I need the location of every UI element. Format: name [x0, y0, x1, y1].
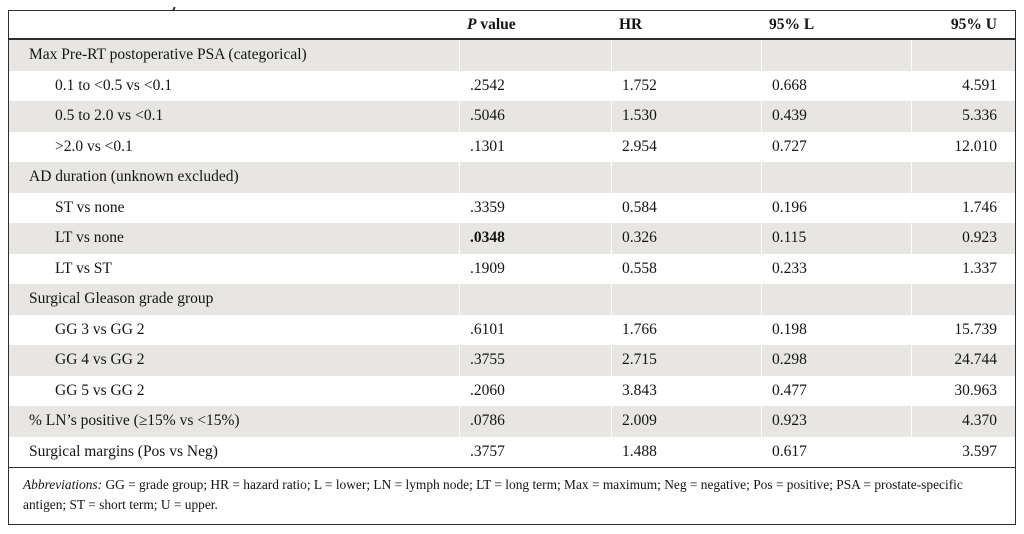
table-row: 0.5 to 2.0 vs <0.1 .5046 1.530 0.439 5.3… [9, 101, 1015, 132]
cell-95-upper: 24.744 [911, 345, 1015, 376]
cell-95-upper: 15.739 [911, 314, 1015, 345]
table-body: Max Pre-RT postoperative PSA (categorica… [9, 40, 1015, 467]
cell-hr [611, 40, 761, 71]
cell-p-value: .1301 [459, 131, 611, 162]
cell-95-lower: 0.923 [761, 406, 911, 437]
cell-hr: 3.843 [611, 375, 761, 406]
table-row: ST vs none .3359 0.584 0.196 1.746 [9, 192, 1015, 223]
cell-95-lower: 0.198 [761, 314, 911, 345]
cell-95-upper: 5.336 [911, 101, 1015, 132]
table-row: LT vs ST .1909 0.558 0.233 1.337 [9, 253, 1015, 284]
cell-95-upper: 12.010 [911, 131, 1015, 162]
cell-hr: 0.584 [611, 192, 761, 223]
cell-95-lower [761, 40, 911, 71]
row-label: GG 5 vs GG 2 [55, 381, 145, 399]
table-row: GG 5 vs GG 2 .2060 3.843 0.477 30.963 [9, 375, 1015, 406]
table-row: GG 3 vs GG 2 .6101 1.766 0.198 15.739 [9, 314, 1015, 345]
cell-p-value [459, 40, 611, 71]
cell-hr: 1.488 [611, 436, 761, 467]
cell-95-lower [761, 284, 911, 315]
row-label: 0.5 to 2.0 vs <0.1 [55, 107, 164, 125]
row-label: LT vs ST [55, 259, 112, 277]
cell-95-lower: 0.115 [761, 223, 911, 254]
cell-95-lower: 0.196 [761, 192, 911, 223]
cell-p-value: .3755 [459, 345, 611, 376]
table-row: >2.0 vs <0.1 .1301 2.954 0.727 12.010 [9, 131, 1015, 162]
cell-p-value: .2542 [459, 70, 611, 101]
cell-hr: 1.530 [611, 101, 761, 132]
row-label: LT vs none [55, 229, 124, 247]
cell-95-upper: 1.337 [911, 253, 1015, 284]
header-p-italic: P [467, 15, 477, 33]
cell-p-value [459, 284, 611, 315]
abbreviations-footnote: Abbreviations: GG = grade group; HR = ha… [9, 467, 1015, 524]
cell-p-value: .3359 [459, 192, 611, 223]
cell-hr: 2.954 [611, 131, 761, 162]
cell-95-upper: 3.597 [911, 436, 1015, 467]
cell-hr: 0.326 [611, 223, 761, 254]
cell-95-upper: 4.591 [911, 70, 1015, 101]
cell-95-lower [761, 162, 911, 193]
header-p-value: P value [459, 11, 611, 38]
cell-95-lower: 0.668 [761, 70, 911, 101]
cell-hr: 2.009 [611, 406, 761, 437]
cell-hr [611, 284, 761, 315]
cell-hr: 2.715 [611, 345, 761, 376]
cell-p-value: .1909 [459, 253, 611, 284]
cell-95-lower: 0.727 [761, 131, 911, 162]
cell-hr: 0.558 [611, 253, 761, 284]
cell-hr [611, 162, 761, 193]
row-label: >2.0 vs <0.1 [55, 137, 133, 155]
cropped-title-text-artifact [167, 0, 176, 13]
cell-hr: 1.766 [611, 314, 761, 345]
row-label: Max Pre-RT postoperative PSA (categorica… [29, 46, 307, 64]
table-row: 0.1 to <0.5 vs <0.1 .2542 1.752 0.668 4.… [9, 70, 1015, 101]
cell-95-lower: 0.477 [761, 375, 911, 406]
cell-95-upper: 30.963 [911, 375, 1015, 406]
header-95u: 95% U [950, 15, 997, 33]
header-95l: 95% L [769, 15, 815, 33]
footnote-text: GG = grade group; HR = hazard ratio; L =… [23, 477, 963, 512]
cell-95-upper [911, 162, 1015, 193]
row-label: Surgical Gleason grade group [29, 290, 214, 308]
row-label: ST vs none [55, 198, 125, 216]
cell-hr: 1.752 [611, 70, 761, 101]
cell-95-lower: 0.298 [761, 345, 911, 376]
table-row: Surgical margins (Pos vs Neg) .3757 1.48… [9, 436, 1015, 467]
cell-95-lower: 0.617 [761, 436, 911, 467]
row-label: GG 4 vs GG 2 [55, 351, 145, 369]
table-row: Max Pre-RT postoperative PSA (categorica… [9, 40, 1015, 71]
header-hr: HR [619, 15, 643, 33]
row-label: AD duration (unknown excluded) [29, 168, 239, 186]
table-row: AD duration (unknown excluded) [9, 162, 1015, 193]
row-label: 0.1 to <0.5 vs <0.1 [55, 76, 172, 94]
cell-95-lower: 0.233 [761, 253, 911, 284]
statistics-table: P value HR 95% L 95% U Max Pre-RT postop… [8, 10, 1016, 525]
row-label: % LN’s positive (≥15% vs <15%) [29, 412, 240, 430]
row-label: GG 3 vs GG 2 [55, 320, 145, 338]
table-row: % LN’s positive (≥15% vs <15%) .0786 2.0… [9, 406, 1015, 437]
cell-p-value: .5046 [459, 101, 611, 132]
footnote-lead: Abbreviations: [23, 477, 103, 492]
cell-p-value: .0786 [459, 406, 611, 437]
cell-p-value: .2060 [459, 375, 611, 406]
cell-95-upper [911, 40, 1015, 71]
cell-p-value: .6101 [459, 314, 611, 345]
row-label: Surgical margins (Pos vs Neg) [29, 442, 218, 460]
table-row: LT vs none .0348 0.326 0.115 0.923 [9, 223, 1015, 254]
table-row: GG 4 vs GG 2 .3755 2.715 0.298 24.744 [9, 345, 1015, 376]
cell-p-value: .3757 [459, 436, 611, 467]
cell-95-upper: 1.746 [911, 192, 1015, 223]
cell-95-upper: 4.370 [911, 406, 1015, 437]
header-p-rest: value [476, 15, 516, 33]
header-empty-label-cell [9, 11, 459, 38]
table-row: Surgical Gleason grade group [9, 284, 1015, 315]
cell-p-value [459, 162, 611, 193]
cell-p-value: .0348 [459, 223, 611, 254]
cell-95-upper [911, 284, 1015, 315]
table-header-row: P value HR 95% L 95% U [9, 11, 1015, 40]
cell-95-lower: 0.439 [761, 101, 911, 132]
cell-95-upper: 0.923 [911, 223, 1015, 254]
